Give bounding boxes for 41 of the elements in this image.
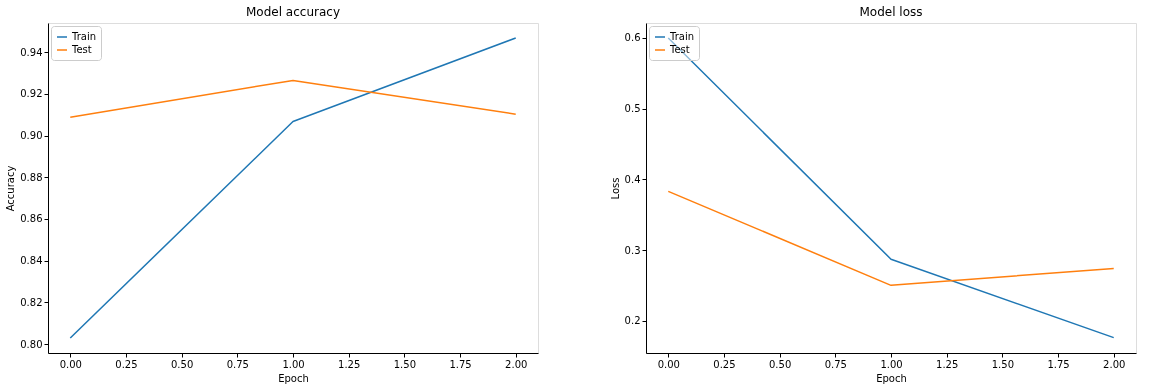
- x-tick-label: 0.50: [171, 358, 194, 370]
- y-tick-label: 0.5: [624, 103, 641, 115]
- y-tick-label: 0.80: [20, 338, 43, 350]
- x-axis-title: Epoch: [876, 372, 907, 384]
- x-tick-label: 1.25: [936, 358, 959, 370]
- y-tick-label: 0.6: [624, 32, 641, 44]
- x-tick-label: 0.00: [59, 358, 82, 370]
- legend-label: Test: [669, 44, 690, 55]
- y-tick-label: 0.82: [20, 296, 43, 308]
- legend-label: Train: [71, 31, 96, 42]
- x-tick-label: 2.00: [505, 358, 528, 370]
- x-tick-label: 0.75: [824, 358, 847, 370]
- x-tick-label: 2.00: [1103, 358, 1126, 370]
- x-tick-label: 0.25: [713, 358, 736, 370]
- x-tick-label: 0.00: [657, 358, 680, 370]
- y-tick-label: 0.3: [624, 244, 641, 256]
- legend-label: Test: [71, 44, 92, 55]
- y-tick-label: 0.86: [20, 213, 43, 225]
- x-tick-label: 1.25: [338, 358, 361, 370]
- y-tick-label: 0.88: [20, 171, 43, 183]
- x-tick-label: 1.00: [880, 358, 903, 370]
- x-tick-label: 0.50: [769, 358, 792, 370]
- x-tick-label: 1.75: [449, 358, 472, 370]
- x-tick-label: 1.50: [393, 358, 416, 370]
- y-axis-title: Loss: [609, 177, 621, 200]
- y-tick-label: 0.90: [20, 130, 43, 141]
- x-axis-title: Epoch: [278, 372, 309, 384]
- chart-title: Model loss: [859, 5, 923, 19]
- y-tick-label: 0.2: [624, 315, 641, 327]
- y-axis-title: Accuracy: [5, 165, 17, 212]
- x-tick-label: 1.00: [282, 358, 305, 370]
- y-tick-label: 0.84: [20, 255, 43, 267]
- chart-title: Model accuracy: [246, 5, 340, 19]
- legend-label: Train: [669, 31, 694, 42]
- y-tick-label: 0.4: [624, 173, 641, 185]
- x-tick-label: 1.75: [1047, 358, 1070, 370]
- x-tick-label: 0.25: [115, 358, 138, 370]
- x-tick-label: 1.50: [991, 358, 1014, 370]
- y-tick-label: 0.94: [20, 46, 43, 58]
- x-tick-label: 0.75: [226, 358, 249, 370]
- y-tick-label: 0.92: [20, 88, 43, 100]
